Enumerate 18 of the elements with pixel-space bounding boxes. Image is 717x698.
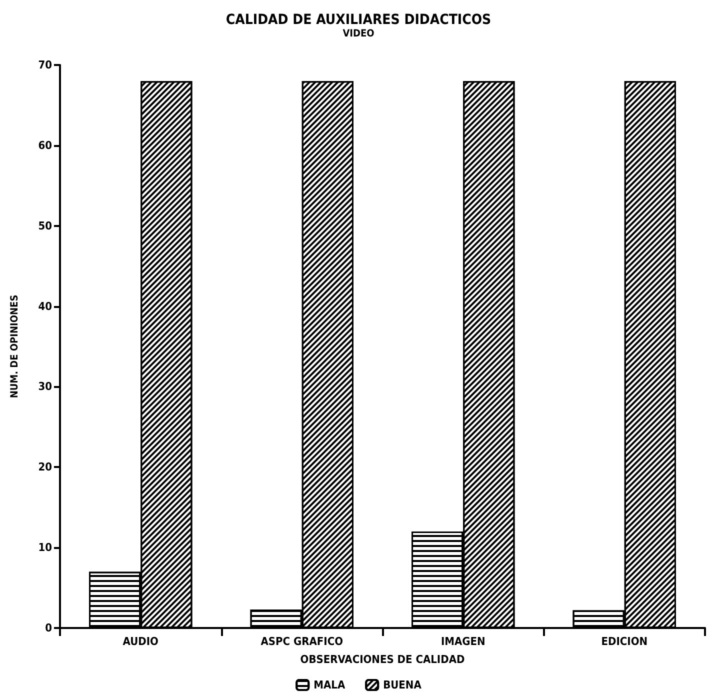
y-tick-label: 20 (38, 460, 52, 474)
y-tick-label: 30 (38, 380, 52, 394)
y-tick-label: 70 (38, 58, 52, 72)
chart-title: CALIDAD DE AUXILIARES DIDACTICOS (226, 12, 492, 28)
y-tick-label: 40 (38, 300, 52, 313)
x-tick-label: EDICION (601, 635, 648, 648)
x-axis-title: OBSERVACIONES DE CALIDAD (300, 653, 465, 666)
y-tick-label: 10 (38, 541, 52, 554)
x-tick-label: IMAGEN (440, 635, 486, 648)
y-tick-label: 0 (45, 622, 52, 634)
x-tick-label: AUDIO (122, 635, 158, 648)
y-tick-label: 60 (38, 138, 52, 152)
legend-label: MALA (314, 678, 346, 692)
chart-subtitle: VIDEO (342, 28, 375, 40)
y-axis-title: NUM. DE OPINIONES (10, 294, 20, 398)
legend-label: BUENA (383, 678, 422, 692)
x-tick-label: ASPC GRAFICO (260, 635, 344, 648)
y-tick-label: 50 (38, 219, 52, 232)
